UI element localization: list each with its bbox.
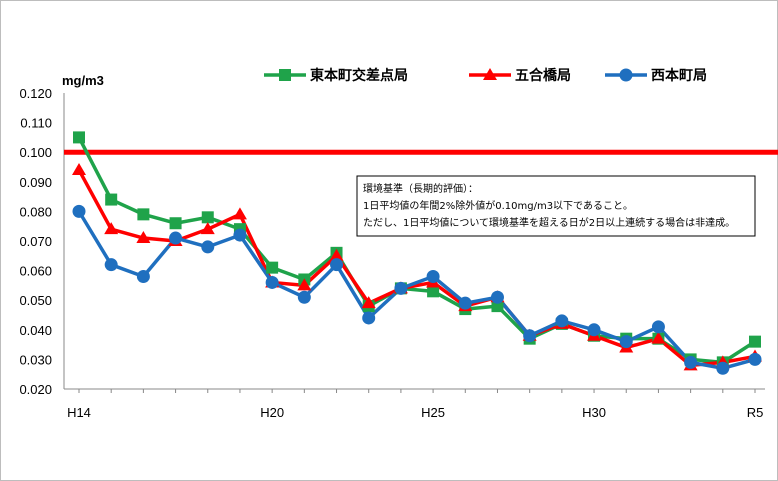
x-tick-label: R5 [747,405,764,420]
annotation-box: 環境基準（長期的評価）： 1日平均値の年間2%除外値が0.10mg/m3以下であ… [356,175,756,237]
annotation-line-1: 環境基準（長期的評価）： [363,182,478,195]
y-tick-label: 0.030 [19,352,52,367]
data-point-series-2 [651,331,666,344]
data-point-series-3 [330,258,344,272]
data-point-series-1 [427,285,440,298]
data-point-series-2 [297,278,312,291]
series-line-3 [77,210,756,371]
legend-marker-3 [619,68,633,82]
data-point-series-3 [136,270,150,284]
data-point-series-3 [684,355,698,369]
data-point-series-3 [72,204,86,218]
data-point-series-3 [265,275,279,289]
data-point-series-3 [555,314,569,328]
x-tick-label: H30 [582,405,606,420]
y-tick-label: 0.090 [19,175,52,190]
data-point-series-3 [104,258,118,272]
y-tick-label: 0.070 [19,234,52,249]
data-point-series-1 [749,335,761,348]
legend: 東本町交差点局 五合橋局 西本町局 [264,67,707,84]
legend-label-3: 西本町局 [651,67,707,84]
series-lines [77,136,756,371]
series-line-2 [77,169,756,368]
data-point-series-3 [426,270,440,284]
legend-marker-2 [483,68,497,80]
y-tick-labels: 0.120 0.110 0.100 0.090 0.080 0.070 0.060 0.050… [19,86,52,397]
data-point-series-2 [136,231,151,244]
data-point-series-1 [201,211,214,224]
data-point-series-3 [651,320,665,334]
x-tick-labels: H14 H20 H25 H30 R5 [67,389,763,420]
data-point-series-1 [73,131,85,144]
y-tick-label: 0.060 [19,264,52,279]
data-point-series-3 [490,290,504,304]
data-point-series-3 [297,290,311,304]
data-point-series-1 [491,300,504,313]
y-tick-label: 0.120 [19,86,52,101]
data-point-series-3 [233,228,247,242]
data-point-series-2 [232,207,247,220]
data-point-series-2 [200,222,215,235]
data-point-series-3 [587,323,601,337]
series-markers [72,131,762,375]
axes [63,93,765,390]
data-point-series-3 [362,311,376,325]
y-tick-label: 0.080 [19,204,52,219]
data-point-series-3 [394,281,408,295]
data-point-series-1 [105,193,118,206]
data-point-series-3 [716,361,730,375]
data-point-series-3 [169,231,183,245]
y-axis-unit-label: mg/m3 [62,73,104,88]
data-point-series-3 [458,296,472,310]
x-tick-label: H25 [421,405,445,420]
data-point-series-2 [329,248,344,261]
data-point-series-3 [619,335,633,349]
annotation-line-2: 1日平均値の年間2%除外値が0.10mg/m3以下であること。 [363,199,633,212]
data-point-series-2 [104,222,119,235]
legend-marker-1 [279,69,291,81]
data-point-series-1 [169,217,182,230]
annotation-line-3: ただし、1日平均値について環境基準を超える日が2日以上連続する場合は非達成。 [363,216,735,229]
data-point-series-3 [523,329,537,343]
x-tick-label: H20 [260,405,284,420]
y-tick-label: 0.040 [19,323,52,338]
data-point-series-3 [201,240,215,254]
data-point-series-3 [748,352,762,366]
x-tick-label: H14 [67,405,91,420]
annotation-border [356,175,756,237]
y-tick-label: 0.050 [19,293,52,308]
data-point-series-2 [361,296,376,309]
data-point-series-1 [266,261,279,274]
legend-label-2: 五合橋局 [515,67,571,84]
data-point-series-1 [137,208,150,221]
y-tick-label: 0.100 [19,145,52,160]
series-line-1 [77,136,756,365]
y-tick-label: 0.110 [20,116,52,131]
legend-label-1: 東本町交差点局 [310,67,408,84]
y-tick-label: 0.020 [19,382,52,397]
data-point-series-2 [72,162,86,175]
